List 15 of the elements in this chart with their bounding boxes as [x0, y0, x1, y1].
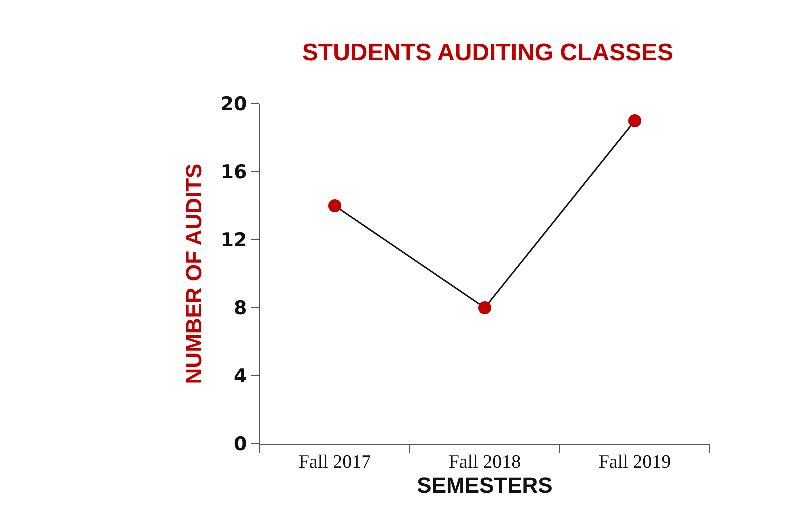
point — [478, 302, 492, 314]
y-tick-label: 8 — [234, 298, 248, 320]
x-tick-label: Fall 2017 — [298, 452, 372, 473]
x-tick-label: Fall 2018 — [448, 452, 522, 473]
y-axis-title: NUMBER OF AUDITS — [182, 164, 207, 384]
point — [628, 114, 642, 128]
chart-title: STUDENTS AUDITING CLASSES — [302, 40, 674, 67]
y-tick-label: 16 — [220, 162, 248, 184]
point — [328, 200, 342, 212]
y-tick-label: 4 — [234, 366, 248, 388]
x-tick-label: Fall 2019 — [598, 452, 672, 473]
y-tick-label: 20 — [220, 94, 248, 116]
x-axis-title: SEMESTERS — [417, 472, 553, 498]
y-tick-label: 0 — [234, 434, 248, 456]
y-tick-label: 12 — [220, 230, 248, 252]
